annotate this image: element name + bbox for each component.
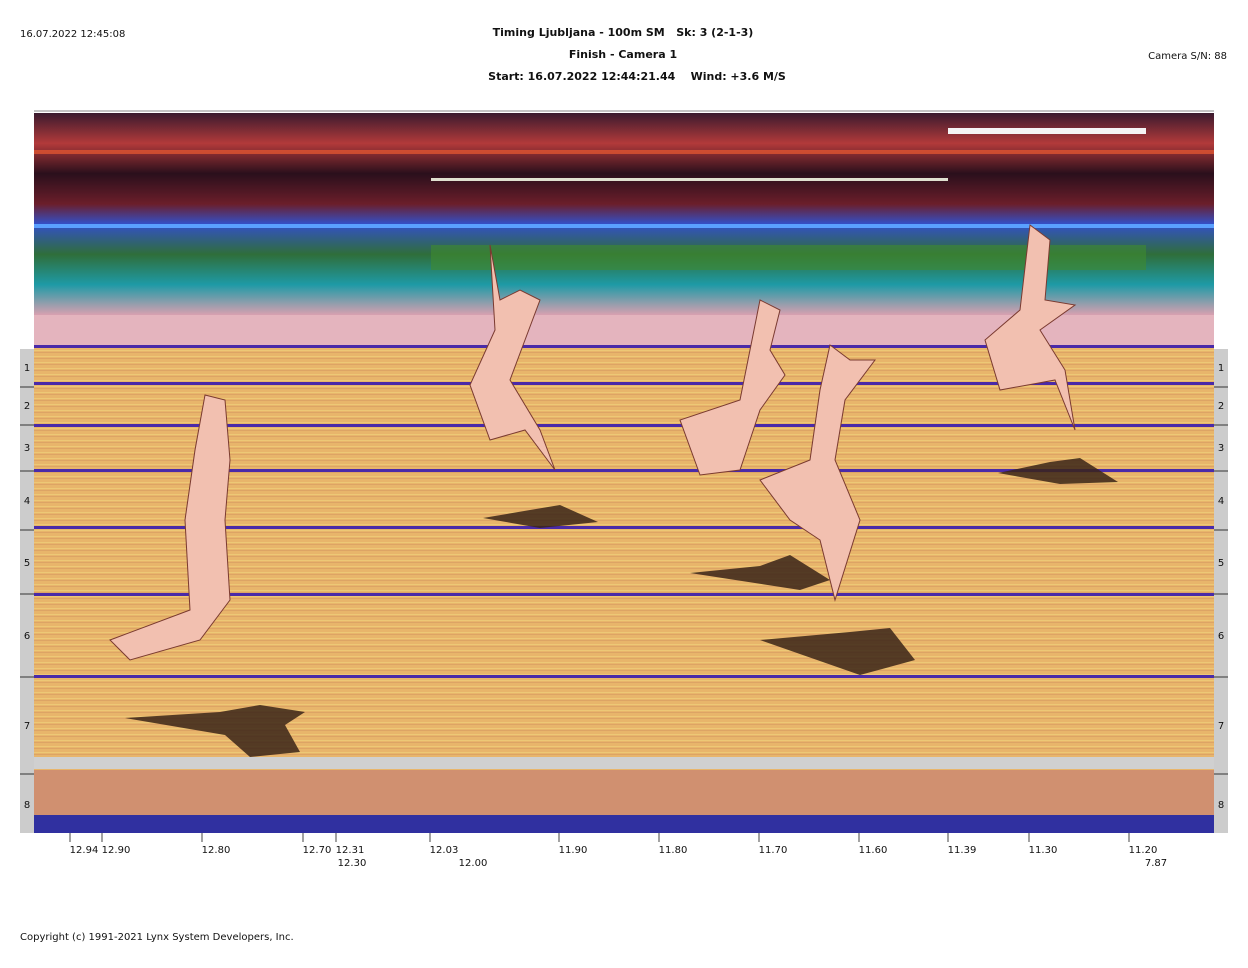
time-label: 12.80 [202,845,231,856]
subtitle: Finish - Camera 1 [569,48,677,61]
printed-time: 16.07.2022 12:45:08 [20,29,125,40]
copyright: Copyright (c) 1991-2021 Lynx System Deve… [20,932,294,943]
time-label: 11.90 [559,845,588,856]
camera-sn: Camera S/N: 88 [1148,51,1227,62]
lane-number: 8 [1218,800,1224,811]
lane-number: 2 [24,401,30,412]
time-label: 12.70 [303,845,332,856]
title: Timing Ljubljana - 100m SM Sk: 3 (2-1-3) [493,26,754,39]
time-label: 11.80 [659,845,688,856]
photo [34,113,1214,833]
lane-number: 2 [1218,401,1224,412]
time-label: 11.39 [948,845,977,856]
time-label: 12.00 [459,858,488,869]
lane-number: 1 [1218,363,1224,374]
lane-number: 1 [24,363,30,374]
time-label: 12.31 [336,845,365,856]
lane-number: 7 [24,721,30,732]
lane-panels [20,349,1228,833]
lane-number: 8 [24,800,30,811]
time-label: 11.30 [1029,845,1058,856]
lane-dividers [20,110,1228,775]
time-label: 7.87 [1145,858,1167,869]
lane-number: 4 [1218,496,1224,507]
lane-number: 5 [24,558,30,569]
lane-number: 5 [1218,558,1224,569]
lane-number: 3 [1218,443,1224,454]
lane-number: 6 [24,631,30,642]
lane-number: 7 [1218,721,1224,732]
lane-number: 4 [24,496,30,507]
time-label: 11.20 [1129,845,1158,856]
time-label: 12.30 [338,858,367,869]
time-label: 11.60 [859,845,888,856]
start-info: Start: 16.07.2022 12:44:21.44 Wind: +3.6… [488,70,786,83]
time-label: 12.90 [102,845,131,856]
time-label: 12.94 [70,845,99,856]
lane-number: 6 [1218,631,1224,642]
time-label: 12.03 [430,845,459,856]
lane-number: 3 [24,443,30,454]
time-label: 11.70 [759,845,788,856]
